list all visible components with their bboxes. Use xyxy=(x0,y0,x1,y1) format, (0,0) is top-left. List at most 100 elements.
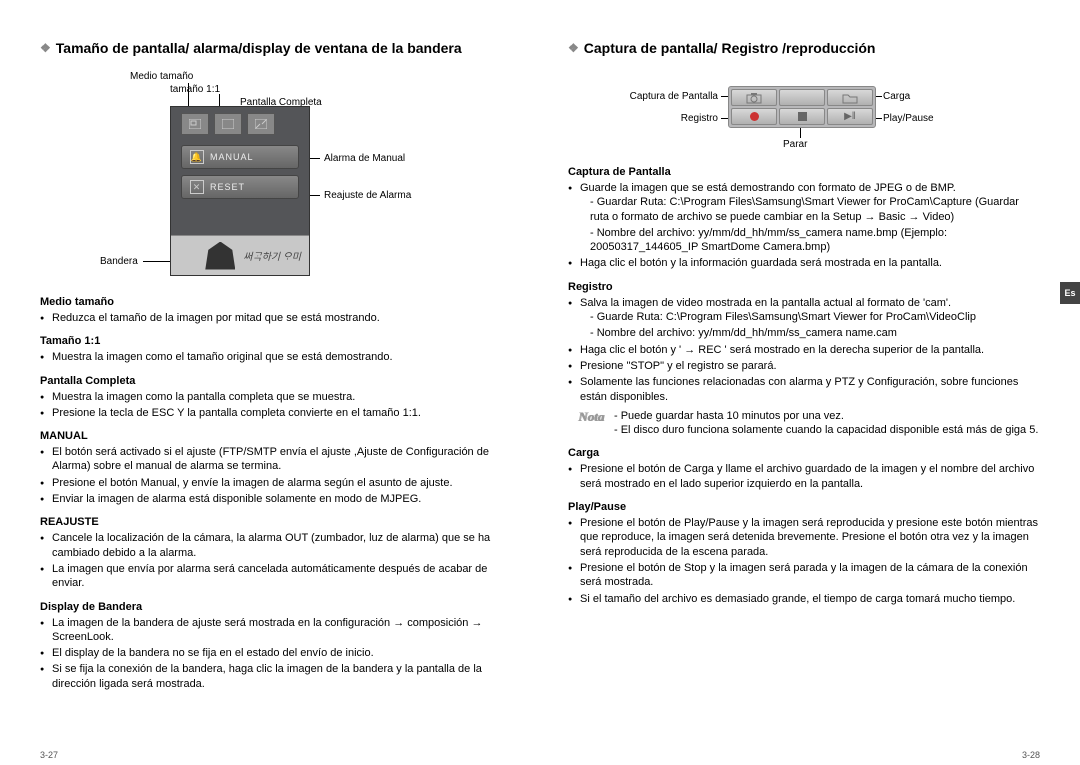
bullet-text: Salva la imagen de video mostrada en la … xyxy=(580,297,951,309)
bullet: Presione el botón de Stop y la imagen se… xyxy=(568,561,1040,590)
callout-parar: Parar xyxy=(783,139,807,150)
h-medio: Medio tamaño xyxy=(40,296,512,308)
list-completa: Muestra la imagen como la pantalla compl… xyxy=(40,390,512,421)
list-captura: Guarde la imagen que se está demostrando… xyxy=(568,181,1040,271)
bullet: Presione el botón de Carga y llame el ar… xyxy=(568,462,1040,491)
callout-carga: Carga xyxy=(883,91,910,102)
list-uno: Muestra la imagen como el tamaño origina… xyxy=(40,350,512,364)
diamond-icon: ❖ xyxy=(568,41,579,55)
fullscreen-button[interactable] xyxy=(247,113,275,135)
record-icon xyxy=(750,112,759,121)
bullet: Enviar la imagen de alarma está disponib… xyxy=(40,492,512,506)
stop-icon xyxy=(798,112,807,121)
callout-uno: tamaño 1:1 xyxy=(170,84,220,95)
list-bandera: La imagen de la bandera de ajuste será m… xyxy=(40,616,512,691)
capture-button[interactable] xyxy=(731,89,777,106)
h-bandera: Display de Bandera xyxy=(40,601,512,613)
bullet: El display de la bandera no se fija en e… xyxy=(40,646,512,660)
sub-item: Nombre del archivo: yy/mm/dd_hh/mm/ss_ca… xyxy=(580,226,1040,255)
list-manual: El botón será activado si el ajuste (FTP… xyxy=(40,445,512,506)
banner-area: 써ᄀᆞᆨ하기 ᄋᆞ미 xyxy=(171,235,309,275)
nota-label: Nota xyxy=(578,409,604,438)
sub-item: Nombre del archivo: yy/mm/dd_hh/mm/ss_ca… xyxy=(580,326,1040,340)
right-page: ❖ Captura de pantalla/ Registro /reprodu… xyxy=(540,0,1080,765)
size-buttons-row xyxy=(171,107,309,139)
folder-icon xyxy=(842,92,858,104)
reset-label: RESET xyxy=(210,182,245,192)
callout-medio: Medio tamaño xyxy=(130,71,193,82)
callout-bandera: Bandera xyxy=(100,256,138,267)
bullet: Si el tamaño del archivo es demasiado gr… xyxy=(568,592,1040,606)
h-captura: Captura de Pantalla xyxy=(568,166,1040,178)
manual-label: MANUAL xyxy=(210,152,254,162)
language-tab: Es xyxy=(1060,282,1080,304)
h-completa: Pantalla Completa xyxy=(40,375,512,387)
callout-playpause: Play/Pause xyxy=(883,113,934,124)
sub-item: Guarde Ruta: C:\Program Files\Samsung\Sm… xyxy=(580,310,1040,324)
list-registro: Salva la imagen de video mostrada en la … xyxy=(568,296,1040,404)
bullet: La imagen que envía por alarma será canc… xyxy=(40,562,512,591)
bullet: Presione el botón Manual, y envíe la ima… xyxy=(40,476,512,490)
bullet: Presione "STOP" y el registro se parará. xyxy=(568,359,1040,373)
page-num-left: 3-27 xyxy=(40,750,58,760)
playback-toolbar: ▶‖ xyxy=(728,86,876,128)
control-panel: 🔔 MANUAL ✕ RESET 써ᄀᆞᆨ하기 ᄋᆞ미 xyxy=(170,106,310,276)
callout-registro: Registro xyxy=(668,113,718,124)
play-pause-icon: ▶‖ xyxy=(844,111,856,122)
banner-figure xyxy=(205,242,235,270)
one-to-one-button[interactable] xyxy=(214,113,242,135)
page-num-right: 3-28 xyxy=(1022,750,1040,760)
callout-reajuste: Reajuste de Alarma xyxy=(324,190,411,201)
divider xyxy=(779,89,825,106)
bullet: Muestra la imagen como el tamaño origina… xyxy=(40,350,512,364)
h-manual: MANUAL xyxy=(40,430,512,442)
bullet: El botón será activado si el ajuste (FTP… xyxy=(40,445,512,474)
list-reajuste: Cancele la localización de la cámara, la… xyxy=(40,531,512,590)
left-page: ❖ Tamaño de pantalla/ alarma/display de … xyxy=(0,0,540,765)
list-playpause: Presione el botón de Play/Pause y la ima… xyxy=(568,516,1040,606)
bullet: Solamente las funciones relacionadas con… xyxy=(568,375,1040,404)
h-reajuste: REAJUSTE xyxy=(40,516,512,528)
left-title: ❖ Tamaño de pantalla/ alarma/display de … xyxy=(40,40,512,56)
bullet: Guarde la imagen que se está demostrando… xyxy=(568,181,1040,254)
nota-line: - El disco duro funciona solamente cuand… xyxy=(614,423,1040,437)
bullet: Haga clic el botón y ' → REC ' será most… xyxy=(568,343,1040,357)
h-uno: Tamaño 1:1 xyxy=(40,335,512,347)
diamond-icon: ❖ xyxy=(40,41,51,55)
bullet: Presione la tecla de ESC Y la pantalla c… xyxy=(40,406,512,420)
bullet: Si se fija la conexión de la bandera, ha… xyxy=(40,662,512,691)
bullet: Haga clic el botón y la información guar… xyxy=(568,256,1040,270)
record-button[interactable] xyxy=(731,108,777,125)
h-registro: Registro xyxy=(568,281,1040,293)
stop-button[interactable] xyxy=(779,108,825,125)
right-title: ❖ Captura de pantalla/ Registro /reprodu… xyxy=(568,40,1040,56)
bullet: La imagen de la bandera de ajuste será m… xyxy=(40,616,512,645)
h-playpause: Play/Pause xyxy=(568,501,1040,513)
lead-line xyxy=(143,261,171,262)
left-title-text: Tamaño de pantalla/ alarma/display de ve… xyxy=(56,40,462,56)
camera-icon xyxy=(746,92,762,104)
bullet: Salva la imagen de video mostrada en la … xyxy=(568,296,1040,341)
bell-icon: 🔔 xyxy=(190,150,204,164)
banner-script: 써ᄀᆞᆨ하기 ᄋᆞ미 xyxy=(243,248,301,263)
bullet: Cancele la localización de la cámara, la… xyxy=(40,531,512,560)
h-carga: Carga xyxy=(568,447,1040,459)
sub-item: Guardar Ruta: C:\Program Files\Samsung\S… xyxy=(580,195,1040,224)
bullet-text: Guarde la imagen que se está demostrando… xyxy=(580,182,956,194)
mute-bell-icon: ✕ xyxy=(190,180,204,194)
load-button[interactable] xyxy=(827,89,873,106)
toolbar-illustration: Captura de Pantalla Registro Carga Play/… xyxy=(568,71,1008,156)
play-pause-button[interactable]: ▶‖ xyxy=(827,108,873,125)
bullet: Muestra la imagen como la pantalla compl… xyxy=(40,390,512,404)
manual-alarm-button[interactable]: 🔔 MANUAL xyxy=(181,145,299,169)
callout-alarma: Alarma de Manual xyxy=(324,153,405,164)
bullet: Presione el botón de Play/Pause y la ima… xyxy=(568,516,1040,559)
callout-captura: Captura de Pantalla xyxy=(608,91,718,102)
nota-line: - Puede guardar hasta 10 minutos por una… xyxy=(614,409,1040,423)
bullet: Reduzca el tamaño de la imagen por mitad… xyxy=(40,311,512,325)
panel-illustration: Medio tamaño tamaño 1:1 Pantalla Complet… xyxy=(40,71,480,281)
list-carga: Presione el botón de Carga y llame el ar… xyxy=(568,462,1040,491)
nota-content: - Puede guardar hasta 10 minutos por una… xyxy=(614,409,1040,438)
reset-alarm-button[interactable]: ✕ RESET xyxy=(181,175,299,199)
half-size-button[interactable] xyxy=(181,113,209,135)
